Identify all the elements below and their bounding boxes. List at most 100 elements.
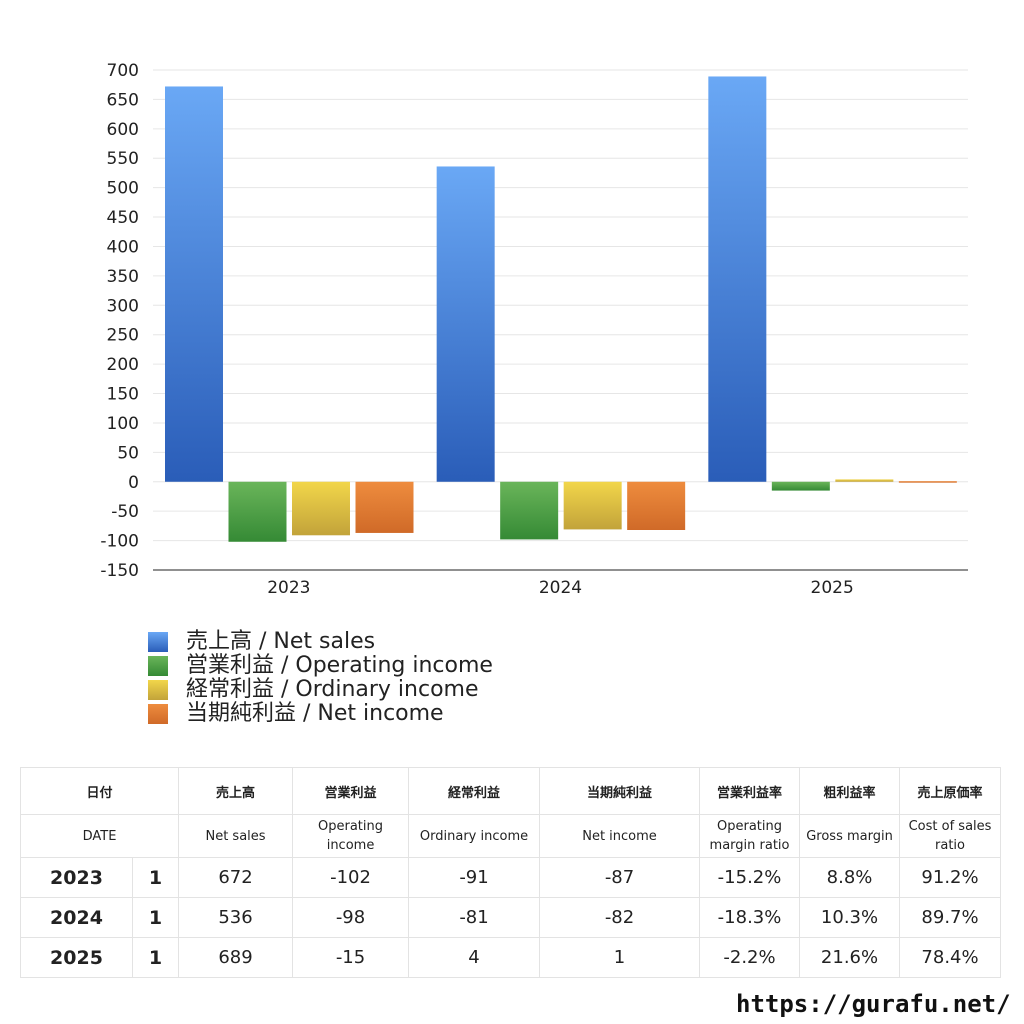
header-cell: Operating income xyxy=(292,814,410,858)
y-tick-label: 350 xyxy=(107,267,139,287)
value-cell: 89.7% xyxy=(899,897,1002,938)
bar-series-1-2023 xyxy=(228,481,287,542)
y-tick-label: 300 xyxy=(107,296,139,316)
bar-series-3-2025 xyxy=(898,481,957,483)
y-tick-label: 150 xyxy=(107,385,139,405)
bar-series-2-2024 xyxy=(563,481,622,530)
header-cell: 売上原価率 xyxy=(899,767,1002,815)
year-cell: 2025 xyxy=(20,937,133,978)
header-cell: 営業利益 xyxy=(292,767,410,815)
grid-lines xyxy=(153,69,968,571)
y-tick-label: 50 xyxy=(117,443,139,463)
header-cell: 経常利益 xyxy=(408,767,541,815)
table-row: 2025 1 689 -15 4 1 -2.2% 21.6% 78.4% xyxy=(20,937,1002,978)
x-tick-label: 2023 xyxy=(267,578,310,598)
x-tick-label: 2024 xyxy=(539,578,582,598)
legend-item-operating-income: 営業利益 / Operating income xyxy=(148,654,493,678)
value-cell: -87 xyxy=(539,857,701,898)
header-cell: 粗利益率 xyxy=(799,767,901,815)
y-tick-label: 700 xyxy=(107,61,139,81)
value-cell: 4 xyxy=(408,937,541,978)
quarter-cell: 1 xyxy=(131,897,180,938)
value-cell: -81 xyxy=(408,897,541,938)
table-header-jp: 日付 売上高 営業利益 経常利益 当期純利益 営業利益率 粗利益率 売上原価率 xyxy=(19,767,1002,815)
y-tick-label: 200 xyxy=(107,355,139,375)
quarter-cell: 1 xyxy=(131,857,180,898)
value-cell: -15 xyxy=(292,937,410,978)
legend-item-ordinary-income: 経常利益 / Ordinary income xyxy=(148,678,493,702)
legend-label: 営業利益 / Operating income xyxy=(186,653,493,678)
y-tick-label: 600 xyxy=(107,120,139,140)
header-cell: 日付 xyxy=(19,767,180,815)
table-row: 2023 1 672 -102 -91 -87 -15.2% 8.8% 91.2… xyxy=(20,857,1002,898)
legend-label: 売上高 / Net sales xyxy=(186,629,376,654)
header-cell: Gross margin xyxy=(799,814,901,858)
value-cell: -98 xyxy=(292,897,410,938)
table-row: 2024 1 536 -98 -81 -82 -18.3% 10.3% 89.7… xyxy=(20,897,1002,938)
header-cell: 当期純利益 xyxy=(539,767,701,815)
header-cell: 営業利益率 xyxy=(699,767,801,815)
y-tick-label: 500 xyxy=(107,179,139,199)
value-cell: 78.4% xyxy=(899,937,1002,978)
header-cell: Net sales xyxy=(178,814,294,858)
bar-series-2-2025 xyxy=(835,479,894,482)
legend: 売上高 / Net sales 営業利益 / Operating income … xyxy=(148,630,493,726)
value-cell: 536 xyxy=(178,897,294,938)
y-tick-label: 650 xyxy=(107,90,139,110)
year-cell: 2023 xyxy=(20,857,133,898)
y-tick-label: -50 xyxy=(111,502,139,522)
value-cell: 672 xyxy=(178,857,294,898)
y-tick-label: 0 xyxy=(128,473,139,493)
bar-series-3-2023 xyxy=(355,481,414,533)
y-tick-label: 550 xyxy=(107,149,139,169)
y-tick-label: 100 xyxy=(107,414,139,434)
site-url: https://gurafu.net/ xyxy=(736,990,1011,1018)
value-cell: -102 xyxy=(292,857,410,898)
y-axis-ticks: -150 -100 -50 0 50 100 150 200 250 300 350 400 450 50… xyxy=(100,61,139,581)
year-cell: 2024 xyxy=(20,897,133,938)
bars xyxy=(165,76,957,542)
y-tick-label: -150 xyxy=(100,561,139,581)
value-cell: 91.2% xyxy=(899,857,1002,898)
quarter-cell: 1 xyxy=(131,937,180,978)
table-header-en: DATE Net sales Operating income Ordinary… xyxy=(19,814,1002,858)
value-cell: -2.2% xyxy=(699,937,801,978)
header-cell: Ordinary income xyxy=(408,814,541,858)
legend-swatch xyxy=(148,632,168,652)
header-cell: Cost of sales ratio xyxy=(899,814,1002,858)
header-cell: DATE xyxy=(19,814,180,858)
y-tick-label: 450 xyxy=(107,208,139,228)
x-axis-ticks: 2023 2024 2025 xyxy=(267,578,854,598)
bar-series-1-2025 xyxy=(771,481,830,491)
value-cell: 21.6% xyxy=(799,937,901,978)
legend-swatch xyxy=(148,656,168,676)
bar-series-2-2023 xyxy=(292,481,350,536)
legend-item-net-sales: 売上高 / Net sales xyxy=(148,630,493,654)
value-cell: 10.3% xyxy=(799,897,901,938)
financial-data-table: 日付 売上高 営業利益 経常利益 当期純利益 営業利益率 粗利益率 売上原価率 … xyxy=(19,767,1002,978)
x-tick-label: 2025 xyxy=(811,578,854,598)
legend-item-net-income: 当期純利益 / Net income xyxy=(148,702,493,726)
value-cell: 8.8% xyxy=(799,857,901,898)
value-cell: 1 xyxy=(539,937,701,978)
bar-series-0-2023 xyxy=(165,86,223,482)
bar-series-1-2024 xyxy=(500,481,559,540)
value-cell: 689 xyxy=(178,937,294,978)
y-tick-label: 400 xyxy=(107,237,139,257)
legend-label: 経常利益 / Ordinary income xyxy=(186,677,479,702)
value-cell: -91 xyxy=(408,857,541,898)
legend-label: 当期純利益 / Net income xyxy=(186,701,444,726)
value-cell: -18.3% xyxy=(699,897,801,938)
header-cell: Net income xyxy=(539,814,701,858)
legend-swatch xyxy=(148,680,168,700)
bar-series-0-2025 xyxy=(708,76,767,482)
value-cell: -15.2% xyxy=(699,857,801,898)
header-cell: 売上高 xyxy=(178,767,294,815)
header-cell: Operating margin ratio xyxy=(699,814,801,858)
bar-series-3-2024 xyxy=(627,481,686,530)
legend-swatch xyxy=(148,704,168,724)
value-cell: -82 xyxy=(539,897,701,938)
bar-series-0-2024 xyxy=(436,166,495,482)
y-tick-label: -100 xyxy=(100,532,139,552)
bar-chart: -150 -100 -50 0 50 100 150 200 250 300 350 400 450 50… xyxy=(100,61,968,598)
